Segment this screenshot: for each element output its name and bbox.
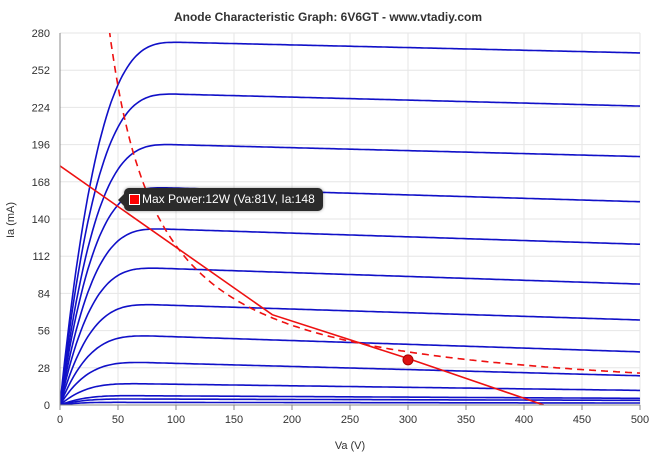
y-tick-label: 280 (32, 28, 50, 40)
x-tick-label: 200 (283, 414, 301, 426)
x-tick-label: 300 (399, 414, 417, 426)
x-axis-label: Va (V) (335, 440, 365, 452)
max-power-tooltip: Max Power:12W (Va:81V, Ia:148 (118, 188, 323, 212)
y-tick-label: 252 (32, 65, 50, 77)
y-tick-label: 224 (32, 102, 50, 114)
anode-curves (60, 41, 640, 405)
anode-curve-3 (60, 394, 640, 405)
anode-curve-7 (60, 303, 640, 405)
anode-curve-2 (60, 398, 640, 405)
anode-curve-6 (60, 335, 640, 405)
load-line (60, 165, 544, 405)
anode-curve-10 (60, 187, 640, 405)
x-tick-label: 350 (457, 414, 475, 426)
anode-curve-4 (60, 382, 640, 405)
chart-title: Anode Characteristic Graph: 6V6GT - www.… (174, 10, 482, 24)
y-tick-label: 168 (32, 177, 50, 189)
anode-curve-5 (60, 361, 640, 405)
axes (59, 33, 641, 410)
x-tick-label: 150 (225, 414, 243, 426)
y-tick-label: 112 (32, 251, 50, 263)
anode-curve-11 (60, 143, 640, 405)
y-tick-label: 28 (38, 363, 50, 375)
y-tick-label: 84 (38, 288, 50, 300)
y-tick-label: 196 (32, 140, 50, 152)
tooltip-label: Max Power:12W (Va:81V, Ia:148 (142, 192, 315, 207)
y-tick-label: 56 (38, 326, 50, 338)
x-tick-label: 0 (57, 414, 63, 426)
max-power-curve (108, 33, 640, 374)
x-tick-label: 250 (341, 414, 359, 426)
x-tick-label: 400 (515, 414, 533, 426)
y-tick-label: 140 (32, 214, 50, 226)
y-axis-label: Ia (mA) (5, 202, 17, 238)
anode-curve-9 (60, 228, 640, 405)
overlay-lines (60, 33, 640, 405)
anode-curve-1 (60, 401, 640, 405)
x-tick-label: 100 (167, 414, 185, 426)
anode-curve-8 (60, 267, 640, 405)
red-square-icon (129, 194, 140, 206)
x-tick-label: 50 (112, 414, 124, 426)
anode-curve-12 (60, 93, 640, 405)
operating-point[interactable] (402, 354, 414, 366)
y-tick-label: 0 (44, 400, 50, 412)
tick-labels: 0 50 100 150 200 250 300 350 400 450 500 0 28 56 84 112… (32, 28, 650, 426)
x-tick-label: 500 (631, 414, 649, 426)
anode-curve-13 (60, 41, 640, 405)
x-tick-label: 450 (573, 414, 591, 426)
